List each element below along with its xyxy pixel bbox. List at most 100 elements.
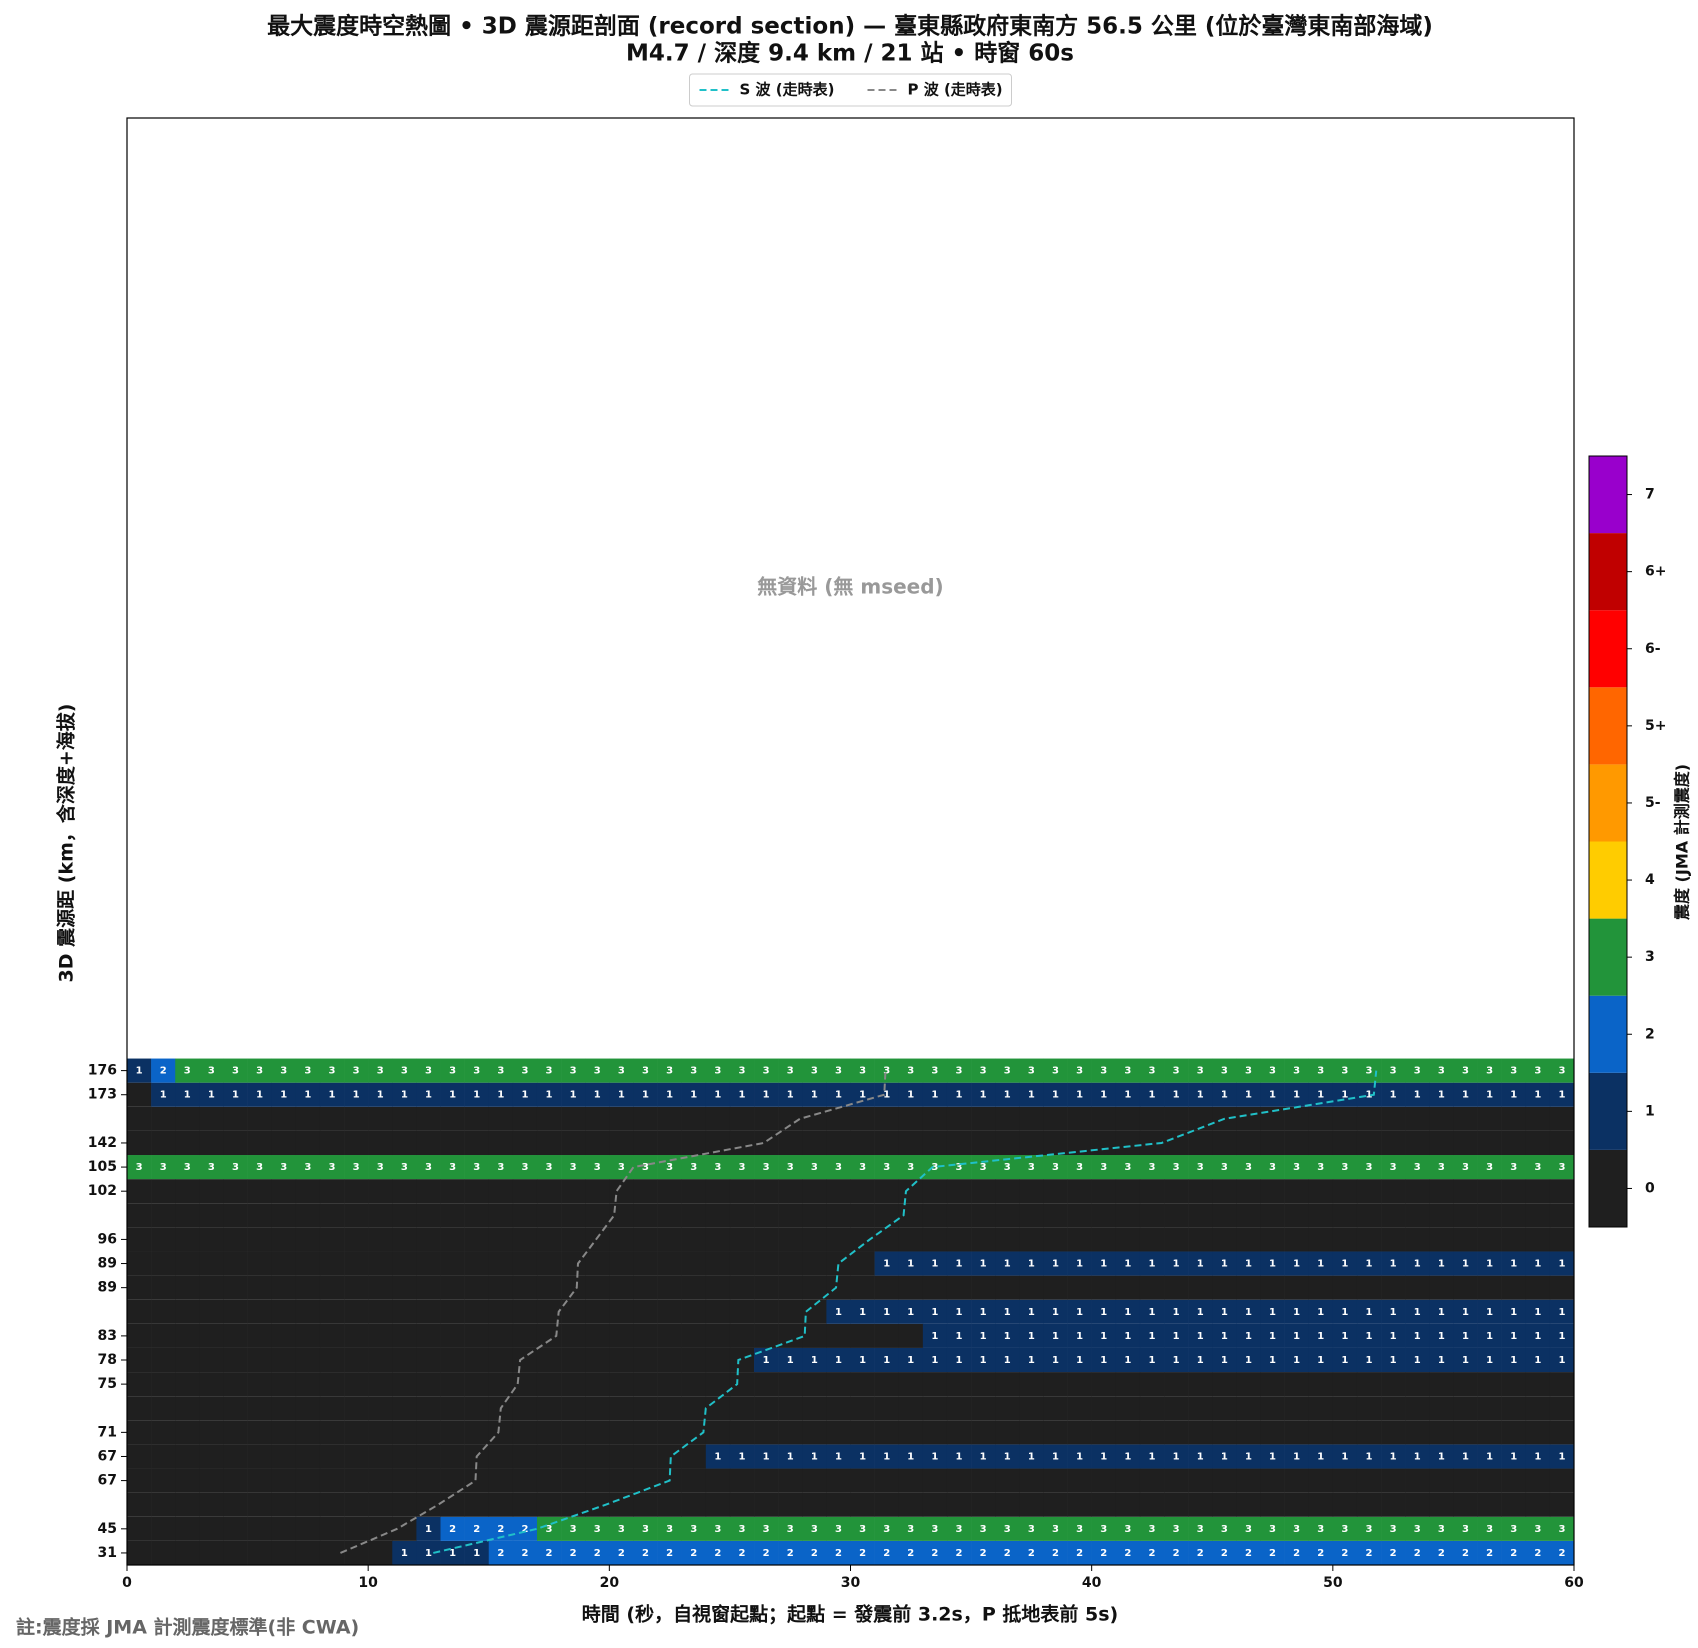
heat-cell <box>1332 1492 1358 1517</box>
heat-cell <box>729 1155 755 1180</box>
heat-cell <box>1019 1396 1044 1421</box>
cell-label: 3 <box>859 1162 866 1173</box>
heat-cell <box>368 1444 393 1469</box>
heat-cell <box>295 1347 321 1373</box>
cell-label: 1 <box>1148 1451 1155 1462</box>
cell-label: 3 <box>956 1162 963 1173</box>
heat-cell <box>1525 1516 1551 1541</box>
heat-cell <box>1356 1130 1382 1156</box>
heat-cell <box>657 1106 682 1131</box>
heat-cell <box>1501 1396 1527 1421</box>
cell-label: 1 <box>931 1307 938 1318</box>
cell-label: 1 <box>473 1090 480 1101</box>
cell-label: 1 <box>1100 1307 1107 1318</box>
cell-label: 2 <box>1004 1548 1011 1559</box>
cell-label: 1 <box>1173 1331 1180 1342</box>
heat-cell <box>223 1251 248 1276</box>
heat-cell <box>898 1130 924 1156</box>
cell-label: 1 <box>1510 1259 1517 1270</box>
heat-cell <box>1356 1203 1382 1228</box>
heat-cell <box>1453 1106 1478 1131</box>
heat-cell <box>1115 1082 1141 1107</box>
heat-cell <box>995 1492 1020 1517</box>
cell-label: 3 <box>738 1524 745 1535</box>
heat-cell <box>1525 1347 1551 1373</box>
cell-label: 3 <box>642 1524 649 1535</box>
heat-cell <box>971 1082 996 1107</box>
heat-cell <box>971 1492 996 1517</box>
heat-cell <box>488 1227 514 1252</box>
heat-cell <box>946 1323 972 1348</box>
heat-cell <box>536 1251 562 1276</box>
heat-cell <box>971 1058 996 1083</box>
heat-cell <box>175 1251 200 1276</box>
heat-cell <box>1405 1106 1430 1131</box>
heat-cell <box>1019 1203 1044 1228</box>
y-tick-label: 71 <box>98 1424 117 1440</box>
heat-cell <box>995 1516 1020 1541</box>
heat-cell <box>127 1179 152 1204</box>
heat-cell <box>440 1323 465 1348</box>
heat-cell <box>946 1082 972 1107</box>
cell-label: 1 <box>1317 1259 1324 1270</box>
heat-cell <box>633 1082 658 1107</box>
heat-cell <box>1164 1251 1189 1276</box>
heat-cell <box>512 1203 538 1228</box>
heat-cell <box>778 1516 803 1541</box>
heat-cell <box>488 1106 514 1131</box>
heat-cell <box>1308 1492 1334 1517</box>
heat-cell <box>1525 1492 1551 1517</box>
heat-cell <box>344 1468 369 1493</box>
cell-label: 1 <box>1534 1259 1541 1270</box>
heat-cell <box>1284 1492 1310 1517</box>
heat-cell <box>633 1492 658 1517</box>
heat-cell <box>151 1299 176 1324</box>
heat-cell <box>464 1396 490 1421</box>
heat-cell <box>247 1516 272 1541</box>
cell-label: 2 <box>594 1548 601 1559</box>
cell-label: 1 <box>1004 1259 1011 1270</box>
heat-cell <box>319 1492 345 1517</box>
heat-cell <box>729 1058 755 1083</box>
heat-cell <box>1091 1372 1117 1397</box>
heat-cell <box>1549 1372 1575 1397</box>
heat-cell <box>1405 1396 1430 1421</box>
heat-cell <box>223 1323 248 1348</box>
heat-cell <box>1043 1347 1068 1373</box>
heat-cell <box>754 1396 779 1421</box>
heat-cell <box>729 1396 755 1421</box>
heat-cell <box>1477 1372 1502 1397</box>
heat-cell <box>1308 1203 1334 1228</box>
heat-cell <box>1332 1082 1358 1107</box>
heat-cell <box>1188 1540 1213 1565</box>
heat-cell <box>633 1275 658 1300</box>
heat-cell <box>1501 1058 1527 1083</box>
cell-label: 1 <box>1052 1331 1059 1342</box>
heat-cell <box>826 1058 851 1083</box>
heat-cell <box>1477 1299 1502 1324</box>
heat-cell <box>898 1082 924 1107</box>
heat-cell <box>127 1540 152 1565</box>
heat-cell <box>247 1179 272 1204</box>
cell-label: 1 <box>1173 1451 1180 1462</box>
heat-cell <box>1332 1299 1358 1324</box>
heat-cell <box>1091 1155 1117 1180</box>
cell-label: 1 <box>1341 1090 1348 1101</box>
heat-cell <box>778 1347 803 1373</box>
cell-label: 1 <box>1052 1259 1059 1270</box>
colorbar-tick-label: 1 <box>1645 1103 1655 1119</box>
heat-cell <box>1308 1106 1334 1131</box>
heat-cell <box>151 1540 176 1565</box>
heat-cell <box>392 1396 417 1421</box>
heat-cell <box>416 1082 441 1107</box>
cell-label: 1 <box>1124 1355 1131 1366</box>
cell-label: 1 <box>1148 1090 1155 1101</box>
heat-cell <box>1477 1155 1502 1180</box>
heat-cell <box>1501 1251 1527 1276</box>
heat-cell <box>898 1203 924 1228</box>
heat-cell <box>609 1227 634 1252</box>
heat-cell <box>1188 1179 1213 1204</box>
heat-cell <box>295 1468 321 1493</box>
cell-label: 1 <box>931 1090 938 1101</box>
heat-cell <box>1356 1299 1382 1324</box>
